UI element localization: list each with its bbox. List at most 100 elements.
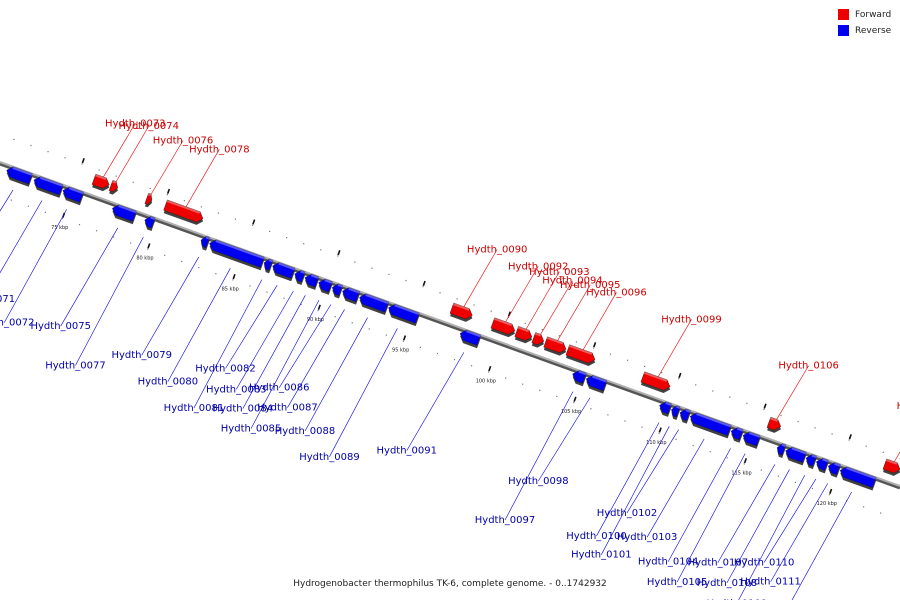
gene-arrow-highlight (268, 258, 273, 263)
ruler-dot (814, 427, 816, 429)
ruler-dot (334, 316, 336, 318)
gene-label: Hydth_0103 (617, 532, 678, 543)
gene-label: Hydth_0111 (740, 577, 801, 588)
ruler-dot (47, 151, 49, 153)
gene-label: Hydth_0090 (467, 244, 528, 255)
gene-arrow-body (572, 370, 587, 384)
gene-arrow-body (33, 176, 64, 196)
ruler-dot (217, 212, 220, 214)
label-leader (75, 236, 144, 366)
gene-arrow-highlight (493, 317, 513, 327)
gene-label: Hydth_0104 (638, 557, 699, 568)
label-leader (505, 266, 539, 322)
gene-arrow-body (882, 458, 900, 474)
tick-label: 85 kbp (222, 286, 239, 292)
ruler-dot (607, 414, 609, 416)
gene-arrow-highlight (791, 447, 807, 455)
ruler-dot (232, 279, 234, 281)
tick-mark-up (166, 188, 171, 194)
label-leader (763, 478, 817, 563)
ruler-dot (371, 267, 373, 269)
ruler-dot (149, 187, 151, 190)
ruler-dot (234, 218, 237, 220)
tick-mark-up (81, 158, 85, 164)
gene-arrow (331, 283, 343, 299)
tick-mark-down (402, 335, 407, 341)
gene-label: Hydth_0097 (475, 515, 536, 526)
gene-arrow-highlight (68, 187, 84, 195)
gene-arrow-highlight (781, 443, 786, 447)
gene-arrow (572, 370, 587, 387)
genome-caption: Hydrogenobacter thermophilus TK-6, compl… (293, 579, 607, 589)
gene-arrow-highlight (643, 371, 668, 382)
ruler-dot (30, 144, 32, 147)
tick-mark-down (232, 273, 236, 280)
gene-label: Hydth_0113 (897, 401, 900, 412)
gene-arrow-body (304, 273, 320, 288)
gene-arrow-highlight (834, 462, 841, 467)
gene-arrow-highlight (685, 408, 691, 413)
gene-label: Hydth_0088 (275, 426, 336, 437)
tick-mark-down (317, 304, 321, 310)
gene-arrow-highlight (39, 176, 64, 187)
gene-label: Hydth_0108 (697, 578, 758, 589)
tick-label: 80 kbp (136, 256, 153, 262)
tick-mark-down (829, 488, 833, 494)
gene-label: Hydth_0092 (508, 261, 569, 272)
ruler-dot (828, 494, 831, 496)
gene-label: Hydth_0074 (119, 121, 180, 132)
gene-arrow (359, 293, 389, 316)
gene-arrow (785, 446, 807, 466)
gene-arrow (304, 273, 320, 290)
label-leader (250, 300, 320, 429)
gene-arrow-body (490, 317, 516, 335)
gene-arrow-highlight (166, 199, 201, 214)
gene-arrow-highlight (147, 193, 152, 197)
gene-arrow-highlight (546, 336, 564, 345)
gene-arrow-highlight (95, 174, 107, 181)
ruler-dot (626, 359, 629, 361)
ruler-dot (456, 298, 458, 300)
gene-label: Hydth_0079 (111, 350, 172, 361)
gene-arrow-body (144, 216, 156, 229)
label-leader (770, 483, 829, 582)
ruler-dot (269, 230, 271, 233)
gene-arrow-body (263, 258, 273, 271)
label-leader (406, 352, 465, 451)
ruler-dot (729, 396, 731, 398)
ruler-dot (675, 438, 677, 441)
ruler-dot (303, 243, 305, 245)
gene-label: Hydth_0073 (105, 118, 166, 129)
ruler-dot (726, 457, 728, 459)
gene-label: Hydth_0086 (249, 383, 310, 394)
gene-arrow-highlight (675, 405, 681, 409)
ruler-dot (166, 194, 168, 196)
gene-label: Hydth_0083 (206, 384, 267, 395)
ruler-dot (609, 353, 612, 355)
ruler-dot (848, 439, 850, 441)
gene-arrow (514, 326, 533, 344)
label-leader (717, 464, 776, 563)
ruler-dot (81, 163, 83, 165)
ruler-dot (164, 254, 166, 256)
gene-arrow (776, 443, 787, 459)
gene-arrow-body (200, 236, 210, 249)
ruler-dot (320, 249, 322, 251)
gene-label: Hydth_0072 (0, 318, 34, 329)
ruler-dot (351, 322, 353, 324)
gene-arrow (585, 375, 608, 394)
gene-arrow-body (209, 239, 265, 268)
ruler-dot (505, 377, 507, 379)
ruler-dot (436, 352, 439, 355)
gene-arrow-body (827, 462, 841, 476)
gene-label: Hydth_0077 (45, 360, 106, 371)
gene-arrow-body (730, 427, 744, 441)
gene-arrow-body (62, 186, 84, 203)
gene-arrow-highlight (748, 431, 761, 438)
gene-arrow-highlight (770, 417, 778, 422)
ruler-dot (658, 432, 660, 434)
ruler-dot (712, 390, 714, 392)
tick-mark-up (337, 250, 341, 256)
ruler-dot (44, 211, 47, 213)
